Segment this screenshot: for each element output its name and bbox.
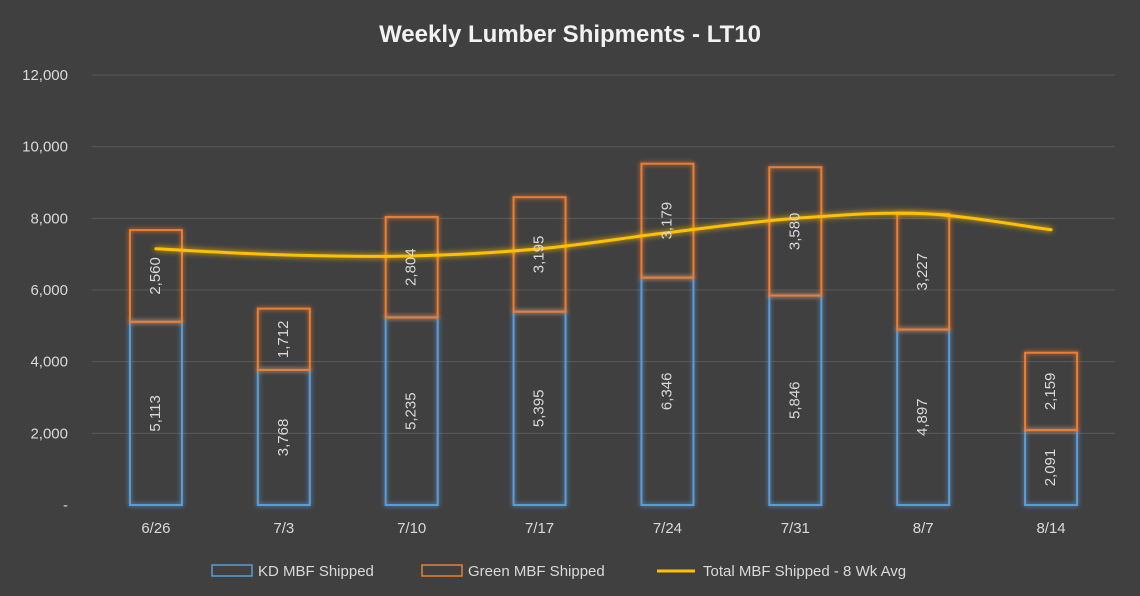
y-axis-ticks: - 2,000 4,000 6,000 8,000 10,000 12,000 [22, 67, 68, 514]
x-tick-label: 7/3 [273, 520, 294, 537]
green-bar [1024, 351, 1079, 432]
avg-line-layer [154, 211, 1053, 258]
data-label: 3,768 [275, 419, 292, 457]
data-label: 2,804 [403, 248, 420, 286]
avg-line-point [283, 254, 285, 256]
avg-line-point [155, 248, 157, 250]
data-label: 1,712 [275, 321, 292, 359]
x-axis-ticks: 6/26 7/3 7/10 7/17 7/24 7/31 8/7 8/14 [141, 520, 1065, 537]
avg-line-point [1050, 229, 1052, 231]
y-tick-label: 8,000 [30, 210, 68, 227]
data-label: 3,227 [914, 253, 931, 291]
x-tick-label: 6/26 [141, 520, 170, 537]
avg-line [154, 211, 1053, 258]
data-label: 3,179 [658, 202, 675, 240]
data-label: 3,580 [786, 213, 803, 251]
x-tick-label: 7/24 [653, 520, 682, 537]
data-label: 5,846 [786, 381, 803, 419]
x-tick-label: 8/7 [913, 520, 934, 537]
green-bar [768, 166, 823, 297]
y-tick-label: 6,000 [30, 282, 68, 299]
gridlines [92, 74, 1115, 434]
legend: KD MBF Shipped Green MBF Shipped Total MBF… [211, 563, 906, 580]
legend-label: Green MBF Shipped [468, 563, 605, 580]
data-label: 2,091 [1042, 449, 1059, 487]
y-tick-label: 10,000 [22, 139, 68, 156]
x-tick-label: 8/14 [1036, 520, 1065, 537]
y-tick-label: - [63, 497, 68, 514]
green-bar [384, 215, 439, 319]
bars [128, 162, 1079, 507]
data-label: 2,560 [147, 257, 164, 295]
legend-green-swatch [421, 564, 463, 577]
avg-line-point [539, 248, 541, 250]
legend-label: Total MBF Shipped - 8 Wk Avg [703, 563, 906, 580]
y-tick-label: 4,000 [30, 354, 68, 371]
avg-line-point [666, 232, 668, 234]
data-label: 2,159 [1042, 373, 1059, 411]
legend-kd-swatch [211, 564, 253, 577]
data-label: 3,195 [531, 236, 548, 274]
data-label: 5,113 [147, 395, 164, 431]
avg-line-point [411, 255, 413, 257]
green-bar [256, 307, 311, 371]
data-label: 4,897 [914, 398, 931, 436]
green-bar [640, 162, 695, 279]
legend-label: KD MBF Shipped [258, 563, 374, 580]
x-tick-label: 7/10 [397, 520, 426, 537]
chart-title: Weekly Lumber Shipments - LT10 [379, 21, 761, 48]
green-bar [512, 196, 567, 313]
x-tick-label: 7/17 [525, 520, 554, 537]
data-label: 6,346 [658, 373, 675, 411]
data-label: 5,395 [531, 390, 548, 428]
y-tick-label: 2,000 [30, 425, 68, 442]
green-bar [128, 229, 183, 323]
y-tick-label: 12,000 [22, 67, 68, 84]
avg-line-point [794, 217, 796, 219]
x-tick-label: 7/31 [781, 520, 810, 537]
data-labels: 5,113 2,560 3,768 1,712 5,235 2,804 5,395 3,195… [147, 202, 1059, 486]
data-label: 5,235 [403, 392, 420, 430]
avg-line-point [922, 213, 924, 215]
